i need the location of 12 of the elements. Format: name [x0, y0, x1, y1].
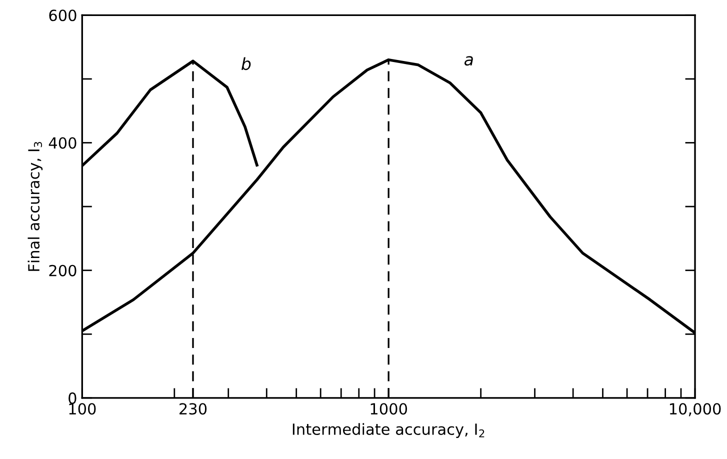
y-tick-label: 200	[49, 264, 76, 276]
x-tick-label: 1000	[370, 403, 408, 415]
y-tick-label: 400	[48, 137, 76, 149]
y-axis-title: Final accuracy, I$_{3}$	[28, 142, 43, 271]
x-tick-label: 100	[69, 403, 96, 415]
x-axis-title: Intermediate accuracy, I$_{2}$	[292, 423, 484, 438]
y-tick-label: 600	[49, 10, 76, 22]
x-tick-label: 230	[180, 403, 207, 415]
series-label: a	[464, 56, 473, 66]
series-label: b	[242, 57, 251, 70]
x-tick-label: 10,000	[670, 403, 721, 416]
y-tick-label: 0	[68, 392, 76, 404]
